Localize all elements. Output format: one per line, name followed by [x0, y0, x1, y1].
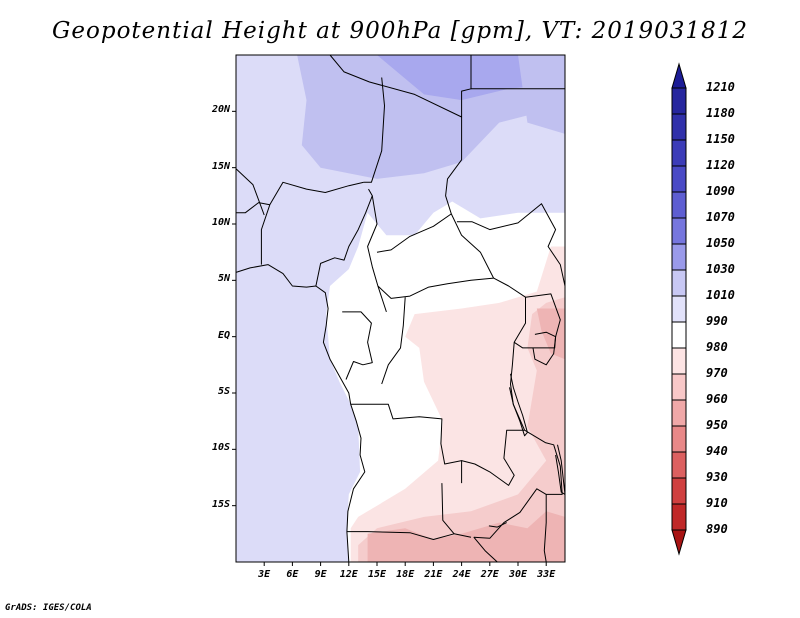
colorbar-segment: [671, 373, 687, 401]
lon-label: 33E: [537, 569, 556, 580]
colorbar-segment: [671, 425, 687, 453]
border-congo-gabon: [342, 311, 373, 380]
border-libya: [329, 54, 472, 118]
colorbar: [671, 62, 687, 556]
border-chad-niger: [363, 77, 385, 183]
colorbar-segment: [671, 243, 687, 271]
lat-label: 10N: [211, 217, 230, 228]
colorbar-level-label: 950: [706, 418, 728, 432]
lat-label: EQ: [217, 329, 230, 341]
colorbar-segment: [671, 477, 687, 505]
colorbar-segment: [671, 399, 687, 427]
lon-label: 3E: [258, 569, 271, 580]
border-nigeria-cameroon: [315, 188, 373, 287]
lon-label: 30E: [508, 569, 528, 580]
colorbar-level-label: 940: [706, 444, 728, 458]
border-nile-west: [235, 168, 265, 216]
map-frame: [235, 54, 566, 563]
lon-label: 9E: [314, 569, 327, 580]
colorbar-bottom-cap: [671, 529, 687, 556]
colorbar-level-label: 960: [706, 392, 728, 406]
lat-label: 5S: [217, 386, 230, 397]
field-ocean-low: [236, 55, 565, 562]
border-car-south: [377, 277, 494, 299]
border-burkina: [236, 202, 270, 214]
lat-label: 10S: [211, 442, 230, 454]
border-car-north: [376, 213, 495, 279]
lon-label: 12E: [339, 569, 358, 580]
border-niger-nigeria: [269, 181, 364, 206]
lon-label: 27E: [480, 569, 499, 580]
border-congo-drc: [381, 297, 406, 385]
colorbar-top-cap: [671, 62, 687, 89]
field-sahara-ne: [518, 55, 565, 134]
lat-label: 20N: [211, 104, 230, 116]
colorbar-segment: [671, 269, 687, 297]
border-benin-nigeria: [260, 204, 271, 265]
lat-label: 5N: [217, 273, 230, 285]
colorbar-segment: [671, 191, 687, 219]
colorbar-level-label: 1010: [706, 288, 735, 302]
lon-label: 24E: [452, 569, 471, 580]
colorbar-level-label: 1120: [706, 158, 735, 172]
colorbar-segment: [671, 347, 687, 375]
colorbar-level-label: 1210: [706, 80, 735, 94]
border-chad-sudan: [445, 117, 463, 215]
colorbar-level-label: 990: [706, 314, 728, 328]
colorbar-segment: [671, 321, 687, 349]
border-angola-zambia: [441, 483, 455, 535]
border-angola-namibia: [346, 531, 472, 540]
colorbar-level-label: 1030: [706, 262, 735, 276]
border-mozambique: [543, 494, 547, 563]
lon-label: 6E: [286, 569, 299, 580]
colorbar-level-label: 930: [706, 470, 728, 484]
colorbar-segment: [671, 295, 687, 323]
lake-kariba: [488, 522, 507, 528]
chart-title: Geopotential Height at 900hPa [gpm], VT:…: [52, 18, 748, 44]
colorbar-level-label: 1180: [706, 106, 735, 120]
lon-label: 15E: [367, 569, 387, 580]
border-cameroon-car: [367, 195, 387, 313]
colorbar-level-label: 890: [706, 522, 728, 536]
lake-tanganyika: [509, 373, 528, 437]
lon-label: 18E: [396, 569, 415, 580]
colorbar-segment: [671, 165, 687, 193]
map-borders: [235, 54, 566, 563]
border-drc-angola: [350, 403, 463, 484]
colorbar-level-label: 970: [706, 366, 728, 380]
border-sudan-south: [456, 203, 566, 287]
border-drc-zambia: [461, 429, 525, 486]
lake-victoria: [532, 331, 557, 366]
coastline-west-africa: [235, 264, 366, 563]
map-fields: [236, 55, 565, 562]
colorbar-level-label: 910: [706, 496, 728, 510]
map-ticks: [232, 110, 547, 566]
colorbar-segment: [671, 113, 687, 141]
colorbar-level-label: 1050: [706, 236, 735, 250]
colorbar-segment: [671, 87, 687, 115]
colorbar-level-label: 980: [706, 340, 728, 354]
colorbar-segment: [671, 139, 687, 167]
colorbar-segment: [671, 217, 687, 245]
colorbar-level-label: 1150: [706, 132, 735, 146]
colorbar-segment: [671, 503, 687, 531]
lat-label: 15N: [211, 160, 230, 172]
border-zimbabwe: [473, 536, 498, 563]
field-warm-east: [536, 308, 565, 360]
colorbar-level-label: 1090: [706, 184, 735, 198]
lat-label: 15S: [211, 498, 230, 510]
colorbar-level-label: 1070: [706, 210, 735, 224]
lon-label: 21E: [424, 569, 443, 580]
colorbar-segment: [671, 451, 687, 479]
grads-credit: GrADS: IGES/COLA: [5, 603, 92, 613]
field-warm-light: [350, 246, 565, 562]
